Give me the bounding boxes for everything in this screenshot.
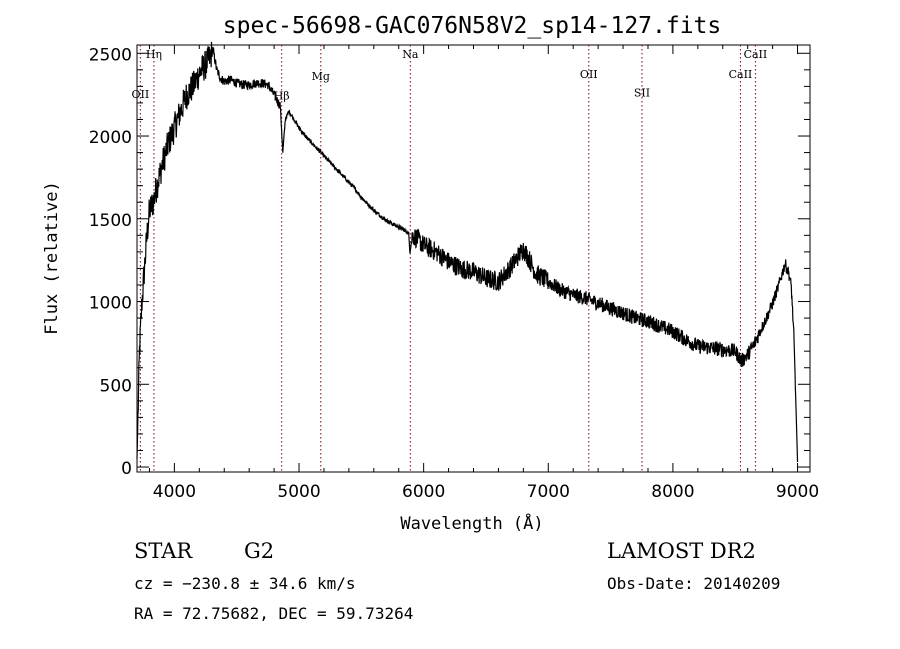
x-tick-label: 4000: [153, 482, 196, 502]
object-class: STAR: [134, 539, 193, 563]
x-tick-label: 8000: [651, 482, 694, 502]
x-tick-label: 9000: [776, 482, 819, 502]
line-marker-label: OII: [580, 68, 598, 81]
coordinates-readout: RA = 72.75682, DEC = 59.73264: [134, 604, 414, 623]
y-tick-label: 1500: [89, 211, 132, 231]
line-marker-label: Hη: [146, 48, 162, 61]
line-marker-label: CaII: [744, 48, 768, 61]
plot-frame: [136, 44, 811, 473]
spectrum-line: [136, 41, 799, 463]
line-marker-label: SII: [634, 86, 650, 99]
y-tick-label: 2000: [89, 128, 132, 148]
y-tick-label: 500: [100, 376, 132, 396]
line-marker-label: Mg: [312, 70, 330, 83]
axis-ticks: 4000 5000 6000 7000 8000 9000 0 500 1000 1500 2000…: [89, 45, 819, 502]
line-marker-label: OII: [132, 88, 150, 101]
x-axis-label: Wavelength (Å): [400, 512, 543, 534]
y-axis-label: Flux (relative): [42, 181, 62, 335]
velocity-readout: cz = −230.8 ± 34.6 km/s: [134, 574, 356, 593]
x-tick-label: 5000: [277, 482, 320, 502]
y-tick-label: 2500: [89, 45, 132, 65]
x-tick-label: 6000: [402, 482, 445, 502]
line-marker-label: Na: [402, 48, 419, 61]
y-tick-label: 0: [121, 459, 132, 479]
chart-title: spec-56698-GAC076N58V2_sp14-127.fits: [223, 13, 722, 39]
object-subclass: G2: [244, 539, 275, 563]
survey-name: LAMOST DR2: [607, 539, 756, 563]
observation-date: Obs-Date: 20140209: [607, 574, 781, 593]
y-tick-label: 1000: [89, 294, 132, 314]
x-tick-label: 7000: [527, 482, 570, 502]
line-marker-label: CaII: [729, 68, 753, 81]
